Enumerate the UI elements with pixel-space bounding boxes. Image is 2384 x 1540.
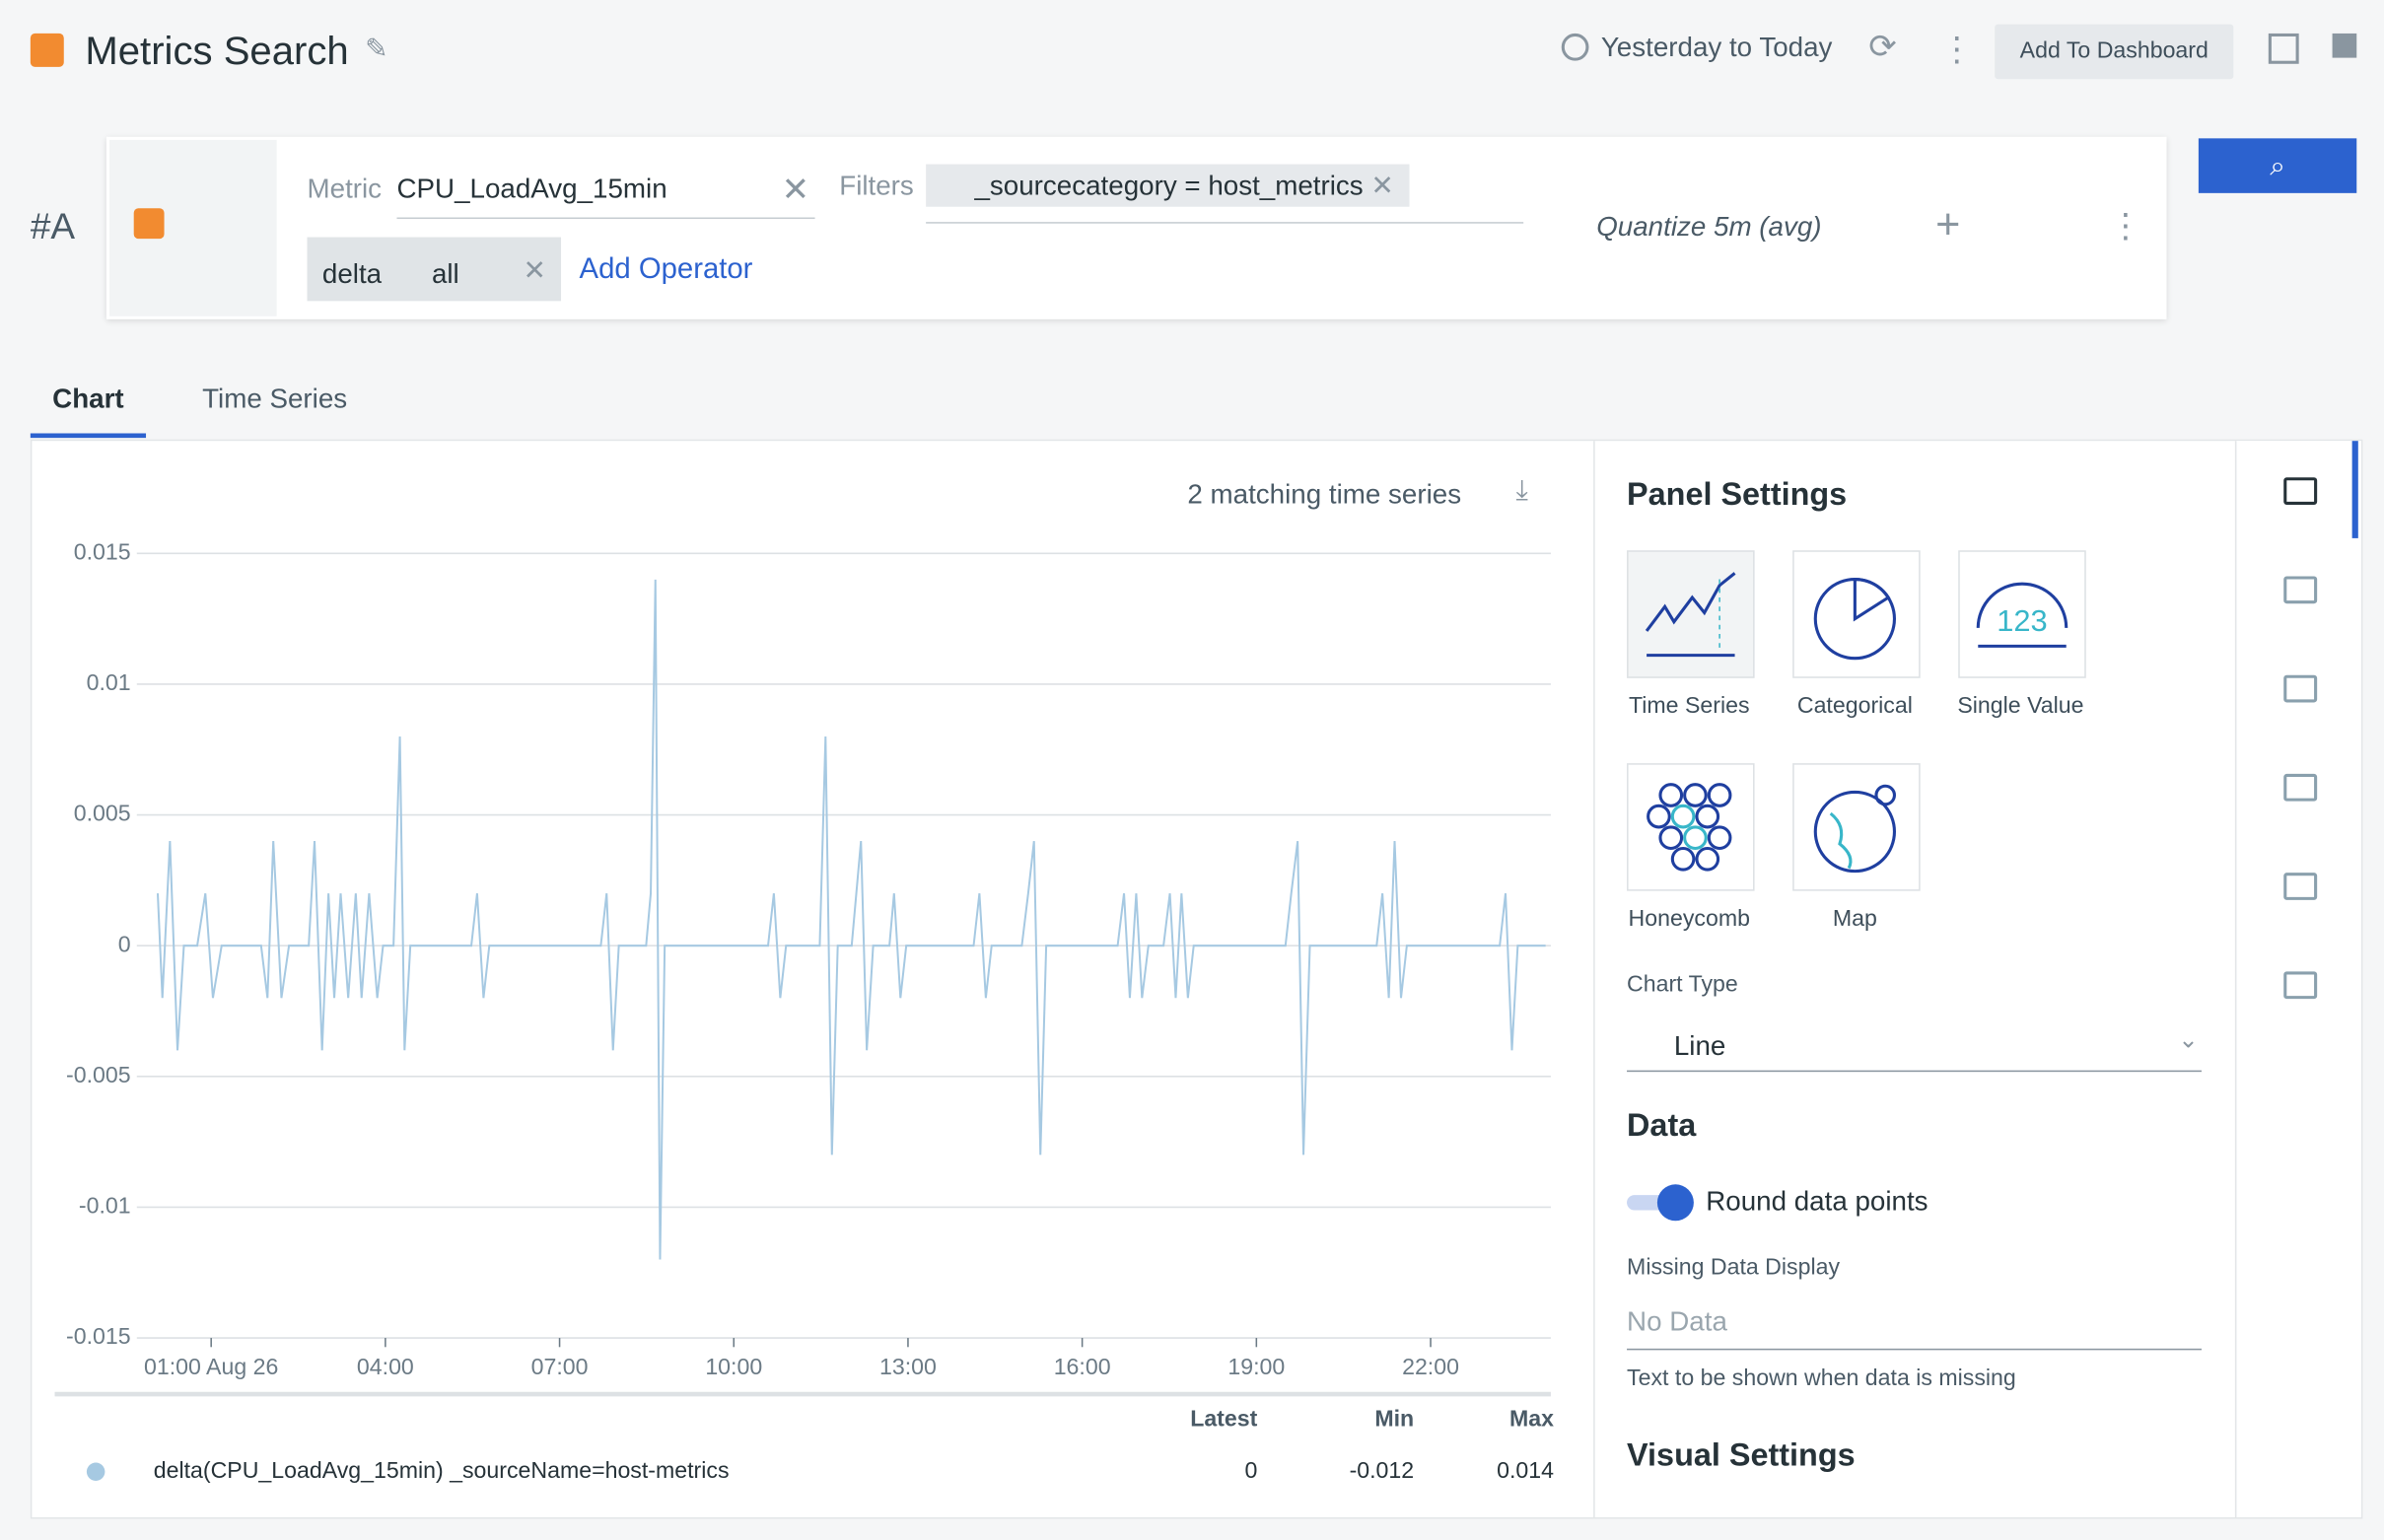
- save[interactable]: [2332, 33, 2357, 58]
- table-header: Min: [1374, 1405, 1414, 1431]
- side-icon[interactable]: [2283, 576, 2318, 604]
- query-label: #A: [30, 206, 76, 248]
- divider: [1593, 441, 1595, 1518]
- panel-title: Panel Settings: [1627, 477, 1848, 513]
- x-tick-label: 16:00: [1054, 1354, 1111, 1379]
- x-tick-label: 22:00: [1402, 1354, 1459, 1379]
- filters-label: Filters: [839, 170, 914, 201]
- time-range[interactable]: Yesterday to Today: [1600, 32, 1833, 63]
- y-tick-label: -0.005: [66, 1062, 131, 1087]
- field-help: Text to be shown when data is missing: [1627, 1365, 2016, 1392]
- page-title: Metrics Search: [85, 27, 349, 74]
- panel-type-tile[interactable]: [1792, 550, 1921, 678]
- x-tick-label: 10:00: [705, 1354, 762, 1379]
- side-icon[interactable]: [2283, 873, 2318, 900]
- legend-marker: [86, 1462, 105, 1482]
- legend-entry[interactable]: delta(CPU_LoadAvg_15min) _sourceName=hos…: [154, 1457, 730, 1483]
- side-bar: [2234, 441, 2361, 1518]
- panel-type-label: Honeycomb: [1628, 906, 1750, 933]
- query-menu[interactable]: ⋮: [2108, 206, 2142, 245]
- field-label: Missing Data Display: [1627, 1254, 1841, 1281]
- panel-type-tile[interactable]: [1627, 763, 1755, 891]
- table-header: Max: [1509, 1405, 1554, 1431]
- add-query[interactable]: +: [1935, 200, 1961, 248]
- quantize: Quantize 5m (avg): [1596, 211, 1822, 243]
- metric-icon[interactable]: [133, 208, 165, 240]
- metric-input[interactable]: CPU_LoadAvg_15min: [396, 174, 815, 220]
- toggle-knob[interactable]: [1656, 1184, 1694, 1222]
- search-button[interactable]: ⌕: [2198, 138, 2357, 193]
- table-cell: 0.014: [1497, 1457, 1554, 1483]
- chart-type-select[interactable]: Line ⌄: [1627, 1021, 2202, 1073]
- x-tick-label: 01:00 Aug 26: [144, 1354, 278, 1379]
- clear-metric[interactable]: ✕: [781, 170, 810, 209]
- x-tick-label: 19:00: [1227, 1354, 1285, 1379]
- tab[interactable]: Time Series: [202, 383, 348, 414]
- add-operator[interactable]: Add Operator: [579, 253, 753, 286]
- download[interactable]: ⤓: [1515, 474, 1528, 505]
- clock-icon: [1561, 33, 1589, 61]
- y-tick-label: -0.01: [79, 1193, 131, 1219]
- operator[interactable]: all: [431, 258, 459, 289]
- metric-label: Metric: [307, 173, 383, 204]
- chart-type: Line: [1673, 1030, 1726, 1062]
- remove-operator[interactable]: ✕: [523, 255, 546, 286]
- chart-type-label: Chart Type: [1627, 971, 1738, 998]
- side-icon[interactable]: [2283, 971, 2318, 1000]
- panel-type-label: Categorical: [1796, 693, 1913, 720]
- y-tick-label: 0.005: [74, 801, 131, 826]
- refresh[interactable]: ⟳: [1868, 27, 1897, 66]
- y-tick-label: -0.015: [66, 1323, 131, 1349]
- panel-type-tile[interactable]: 123: [1958, 550, 2086, 678]
- panel-type-tile[interactable]: [1627, 550, 1755, 678]
- edit-title[interactable]: ✎: [365, 33, 388, 64]
- y-tick-label: 0: [118, 931, 131, 956]
- icon-text: 123: [1997, 603, 2047, 638]
- side-icon[interactable]: [2283, 477, 2318, 505]
- tab-active[interactable]: Chart: [30, 384, 147, 439]
- toggle-label: Round data points: [1706, 1185, 1928, 1217]
- panel-type-tile[interactable]: [1792, 763, 1921, 891]
- missing-input[interactable]: No Data: [1627, 1306, 2202, 1351]
- y-tick-label: 0.01: [87, 669, 131, 695]
- filter-text: _sourcecategory = host_metrics: [974, 170, 1364, 201]
- operator[interactable]: delta: [321, 258, 383, 289]
- side-icon[interactable]: [2283, 674, 2318, 703]
- series-line: [156, 579, 1546, 1260]
- side-icon[interactable]: [2283, 773, 2318, 802]
- section-title: Visual Settings: [1627, 1437, 1856, 1474]
- side-active: [2351, 441, 2358, 538]
- x-tick-label: 07:00: [531, 1354, 589, 1379]
- table-header: Latest: [1190, 1405, 1257, 1431]
- panel-type-label: Single Value: [1957, 693, 2084, 720]
- app-icon: [30, 33, 64, 67]
- filter-chip[interactable]: _sourcecategory = host_metrics ✕: [926, 164, 1410, 207]
- x-tick-label: 04:00: [357, 1354, 414, 1379]
- share[interactable]: [2268, 33, 2299, 64]
- matching-count: 2 matching time series: [1187, 478, 1462, 510]
- x-tick-label: 13:00: [879, 1354, 937, 1379]
- more-menu[interactable]: ⋮: [1939, 30, 1974, 69]
- y-tick-label: 0.015: [74, 538, 131, 564]
- table-cell: -0.012: [1350, 1457, 1415, 1483]
- add-to-dashboard[interactable]: Add To Dashboard: [1995, 24, 2234, 80]
- panel-type-label: Map: [1832, 906, 1877, 933]
- operator-chip: [307, 237, 562, 302]
- section-title: Data: [1627, 1108, 1697, 1144]
- table-cell: 0: [1244, 1457, 1257, 1483]
- panel-type-label: Time Series: [1628, 693, 1750, 720]
- filters-input[interactable]: [926, 165, 1524, 224]
